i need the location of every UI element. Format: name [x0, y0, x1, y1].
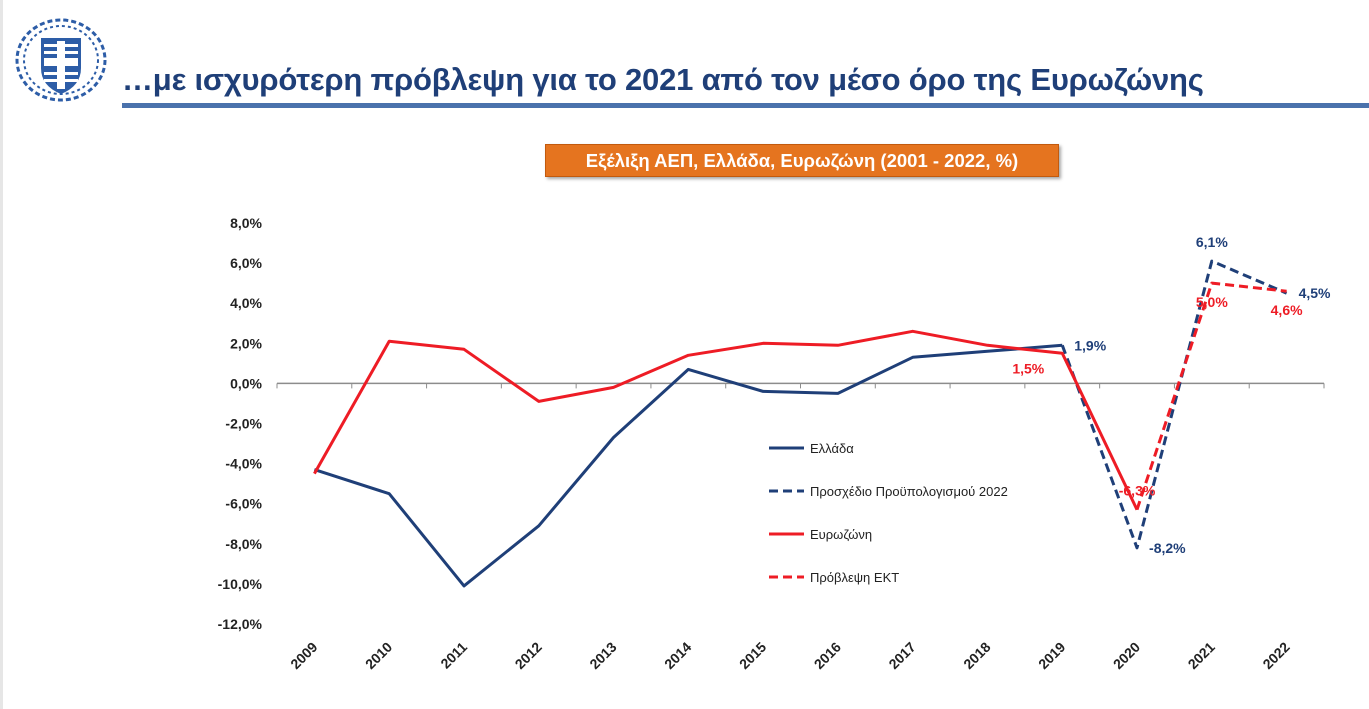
left-edge-rule: [0, 0, 3, 709]
y-tick-label: -4,0%: [225, 456, 262, 472]
data-label: 6,1%: [1196, 234, 1228, 250]
series-line-3: [1135, 281, 1287, 511]
title-underline: [122, 103, 1369, 108]
chart-series: [313, 259, 1288, 588]
x-tick-label: 2022: [1259, 639, 1292, 672]
y-tick-label: -2,0%: [225, 416, 262, 432]
data-label: 1,9%: [1074, 337, 1106, 353]
x-tick-label: 2019: [1035, 639, 1068, 672]
x-tick-label: 2018: [960, 639, 993, 672]
page-title: …με ισχυρότερη πρόβλεψη για το 2021 από …: [122, 62, 1204, 97]
legend-label: Ευρωζώνη: [810, 527, 872, 542]
y-tick-label: -8,0%: [225, 536, 262, 552]
x-tick-label: 2013: [586, 639, 619, 672]
legend-label: Πρόβλεψη ΕΚΤ: [810, 570, 899, 585]
x-tick-label: 2012: [512, 639, 545, 672]
y-tick-label: -6,0%: [225, 496, 262, 512]
data-label: 5,0%: [1196, 294, 1228, 310]
y-tick-label: 2,0%: [230, 335, 262, 351]
x-tick-label: 2015: [736, 639, 769, 672]
data-label: 1,5%: [1012, 360, 1044, 376]
x-tick-label: 2021: [1185, 639, 1218, 672]
greek-coat-of-arms-icon: [15, 18, 107, 102]
x-tick-label: 2020: [1110, 639, 1143, 672]
x-tick-label: 2017: [885, 639, 918, 672]
x-tick-label: 2009: [287, 639, 320, 672]
y-tick-label: 8,0%: [230, 215, 262, 231]
chart-data-labels: 1,9% 1,5% -6,3% -8,2% 6,1% 5,0% 4,5%4,6%: [1012, 234, 1331, 556]
legend-label: Ελλάδα: [810, 441, 854, 456]
series-line-0: [313, 343, 1063, 588]
x-tick-label: 2011: [437, 639, 470, 672]
y-tick-label: 4,0%: [230, 295, 262, 311]
legend-label: Προσχέδιο Προϋπολογισμού 2022: [810, 484, 1008, 499]
series-line-2: [313, 329, 1139, 511]
data-label: -6,3%: [1119, 483, 1156, 499]
series-line-1: [1060, 259, 1288, 550]
chart-axes: 8,0% 6,0% 4,0% 2,0% 0,0% -2,0% -4,0% -6,0% -8,0%…: [218, 215, 1325, 672]
data-label: -8,2%: [1149, 540, 1186, 556]
y-tick-label: 6,0%: [230, 255, 262, 271]
chart-legend: Ελλάδα Προσχέδιο Προϋπολογισμού 2022 Ευρωζ…: [769, 441, 1008, 585]
chart-title: Εξέλιξη ΑΕΠ, Ελλάδα, Ευρωζώνη (2001 - 20…: [545, 144, 1059, 177]
y-tick-label: 0,0%: [230, 375, 262, 391]
data-label: 4,5%: [1299, 285, 1331, 301]
y-tick-label: -10,0%: [218, 576, 263, 592]
y-tick-label: -12,0%: [218, 616, 263, 632]
x-tick-label: 2016: [811, 639, 844, 672]
x-tick-label: 2010: [362, 639, 395, 672]
data-label: 4,6%: [1271, 302, 1303, 318]
x-tick-label: 2014: [661, 639, 694, 672]
